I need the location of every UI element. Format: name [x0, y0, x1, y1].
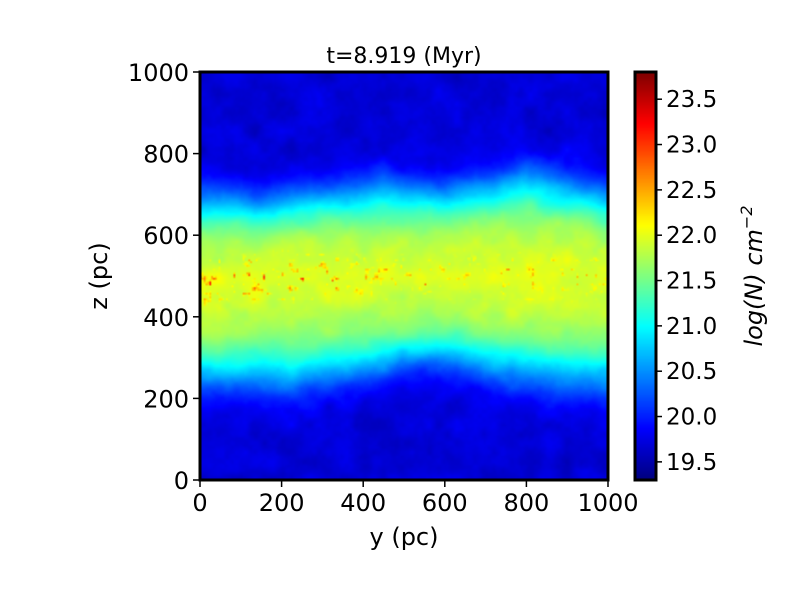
x-tick-label: 400	[340, 489, 386, 517]
colorbar-ticks: 19.5 20.0 20.5 21.0 21.5 22.0 22.5 23.0 23.5	[656, 87, 717, 476]
x-tick-label: 200	[259, 489, 305, 517]
y-tick-label: 800	[143, 141, 189, 169]
y-axis-label: z (pc)	[85, 242, 113, 309]
colorbar-tick-label: 22.5	[666, 178, 717, 204]
y-tick-label: 400	[143, 304, 189, 332]
colorbar-frame	[633, 70, 658, 482]
colorbar: 19.5 20.0 20.5 21.0 21.5 22.0 22.5 23.0 23.5 log…	[633, 70, 768, 482]
heatmap-plot-area	[198, 70, 610, 482]
colorbar-label-text: log(N) cm	[740, 229, 768, 346]
colorbar-tick-label: 20.5	[666, 359, 717, 385]
colorbar-tick-label: 19.5	[666, 450, 717, 476]
colorbar-tick-label: 23.5	[666, 87, 717, 113]
x-tick-label: 800	[503, 489, 549, 517]
heatmap-image	[200, 72, 608, 480]
x-axis-label: y (pc)	[370, 523, 439, 551]
colorbar-tick-label: 21.0	[666, 314, 717, 340]
colorbar-tick-label: 23.0	[666, 133, 717, 159]
x-tick-label: 600	[422, 489, 468, 517]
x-tick-label: 1000	[577, 489, 638, 517]
y-tick-label: 1000	[128, 59, 189, 87]
colorbar-label-exponent: −2	[737, 205, 756, 229]
plot-frame	[198, 70, 610, 482]
x-axis: 0 200 400 600 800 1000	[192, 480, 639, 517]
chart-title: t=8.919 (Myr)	[326, 44, 481, 69]
colorbar-tick-label: 22.0	[666, 223, 717, 249]
y-tick-label: 600	[143, 222, 189, 250]
y-tick-label: 200	[143, 385, 189, 413]
y-axis: 0 200 400 600 800 1000	[128, 59, 200, 495]
x-tick-label: 0	[192, 489, 207, 517]
y-tick-label: 0	[174, 467, 189, 495]
colorbar-tick-label: 20.0	[666, 405, 717, 431]
colorbar-tick-label: 21.5	[666, 269, 717, 295]
colorbar-gradient	[635, 72, 656, 480]
colorbar-label: log(N) cm−2	[737, 205, 768, 346]
